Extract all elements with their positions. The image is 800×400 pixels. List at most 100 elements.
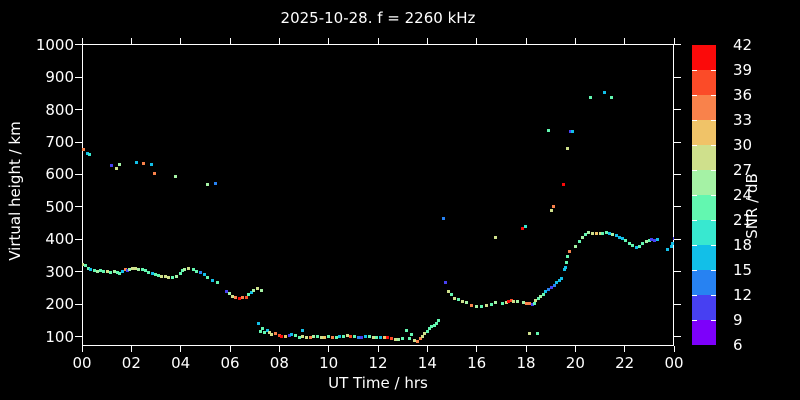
data-point (422, 332, 426, 336)
data-point (524, 301, 528, 305)
y-tick (75, 76, 82, 78)
data-point (195, 269, 199, 273)
data-point (470, 304, 474, 308)
colorbar-tick-label: 9 (733, 311, 743, 329)
data-point (624, 239, 628, 243)
y-tick-label: 400 (45, 230, 74, 249)
data-point (353, 335, 357, 339)
data-point (287, 334, 291, 338)
data-point (297, 335, 301, 339)
data-point (109, 271, 113, 275)
y-tick-right (674, 173, 681, 175)
data-point (588, 96, 592, 100)
data-point (301, 329, 305, 333)
y-tick (75, 173, 82, 175)
data-point (260, 327, 264, 331)
data-point (163, 275, 167, 279)
data-point (153, 171, 157, 175)
x-tick-label: 18 (516, 354, 536, 372)
colorbar-tick-label: 6 (733, 336, 743, 354)
data-point (327, 335, 331, 339)
x-tick-top (525, 38, 527, 44)
data-point (274, 332, 278, 336)
data-point (118, 163, 122, 167)
data-point (280, 334, 284, 338)
data-point (252, 288, 256, 292)
data-point (211, 279, 215, 283)
data-point (88, 152, 92, 156)
data-point (550, 208, 554, 212)
data-point (224, 290, 228, 294)
data-point (166, 275, 170, 279)
colorbar-swatch (692, 295, 716, 320)
data-point (475, 305, 479, 309)
data-point (371, 335, 375, 339)
y-tick-label: 600 (45, 165, 74, 184)
colorbar-notch (692, 170, 697, 171)
data-point (430, 324, 434, 328)
data-point (609, 96, 613, 100)
data-point (637, 245, 641, 248)
data-point (452, 296, 456, 300)
data-point (134, 160, 138, 164)
y-tick-right (674, 44, 681, 46)
y-tick-label: 900 (45, 68, 74, 87)
data-point (112, 269, 116, 273)
x-tick-label: 10 (319, 354, 339, 372)
x-axis-label: UT Time / hrs (328, 374, 428, 392)
data-point (109, 164, 113, 168)
data-point (171, 275, 175, 279)
x-tick (525, 346, 527, 352)
data-point (206, 183, 210, 187)
data-point (149, 163, 153, 167)
data-point (567, 249, 571, 253)
data-point (89, 268, 93, 272)
data-point (433, 323, 437, 327)
data-point (570, 129, 574, 133)
data-point (533, 301, 537, 305)
x-tick (180, 346, 182, 352)
x-tick-top (328, 38, 330, 44)
data-point (323, 335, 327, 339)
data-point (604, 230, 608, 234)
colorbar-tick-label: 24 (733, 186, 753, 204)
data-point (563, 266, 567, 270)
y-tick (75, 303, 82, 305)
data-point (199, 270, 203, 274)
data-point (546, 287, 550, 291)
data-point (250, 291, 254, 295)
data-point (594, 231, 598, 235)
colorbar-notch (711, 145, 716, 146)
data-point (652, 239, 656, 243)
data-point (360, 336, 364, 340)
data-point (647, 239, 651, 243)
data-point (174, 174, 178, 178)
data-point (144, 269, 148, 273)
data-point (234, 296, 238, 300)
data-point (493, 235, 497, 239)
colorbar-swatch (692, 220, 716, 245)
x-tick-label: 00 (72, 354, 92, 372)
colorbar-notch (692, 245, 697, 246)
data-point (86, 266, 90, 270)
data-point (557, 279, 561, 283)
data-point (577, 240, 581, 244)
x-tick-top (476, 38, 478, 44)
data-point (216, 281, 220, 285)
data-point (312, 334, 316, 338)
x-tick (229, 346, 231, 352)
data-point (277, 334, 281, 338)
colorbar-notch (711, 120, 716, 121)
colorbar-tick-label: 12 (733, 286, 753, 304)
data-point (512, 299, 516, 303)
data-point (214, 182, 218, 186)
colorbar-tick-label: 36 (733, 86, 753, 104)
data-point (230, 294, 234, 298)
data-point (561, 183, 565, 187)
data-point (672, 236, 674, 240)
chart-title: 2025-10-28. f = 2260 kHz (280, 9, 476, 27)
x-tick-top (377, 38, 379, 44)
colorbar-swatch (692, 120, 716, 145)
x-tick-top (130, 38, 132, 44)
